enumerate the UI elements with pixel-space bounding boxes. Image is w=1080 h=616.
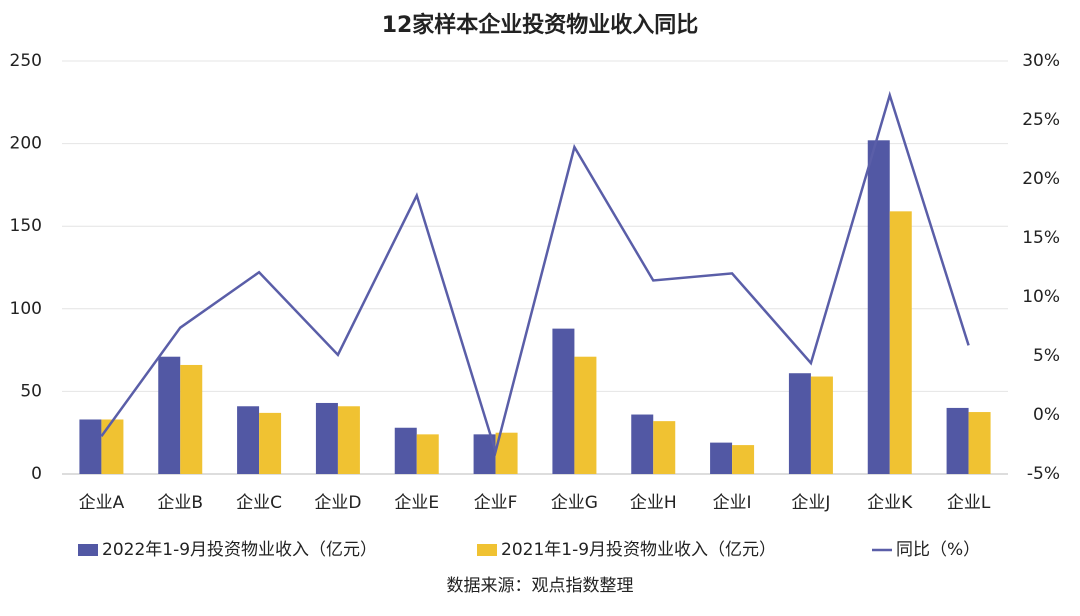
y2-tick-label: 20% bbox=[1022, 169, 1060, 189]
x-tick-label: 企业D bbox=[314, 493, 361, 513]
legend-label: 同比（%） bbox=[896, 540, 980, 560]
bar bbox=[946, 407, 969, 474]
legend-swatch bbox=[477, 544, 497, 556]
x-tick-label: 企业G bbox=[551, 493, 598, 513]
bar bbox=[788, 373, 811, 474]
y2-tick-label: 10% bbox=[1022, 287, 1060, 307]
bar bbox=[889, 211, 912, 474]
y2-tick-label: 15% bbox=[1022, 228, 1060, 248]
bar bbox=[473, 434, 496, 474]
x-tick-label: 企业H bbox=[630, 493, 677, 513]
bar bbox=[259, 412, 282, 474]
y2-tick-label: 30% bbox=[1022, 51, 1060, 71]
bar bbox=[158, 356, 181, 474]
bar bbox=[810, 376, 833, 474]
x-tick-label: 企业L bbox=[947, 493, 991, 513]
x-tick-label: 企业E bbox=[394, 493, 439, 513]
line-series bbox=[100, 90, 970, 457]
x-tick-label: 企业B bbox=[157, 493, 203, 513]
legend-swatch bbox=[78, 544, 98, 556]
bar bbox=[968, 412, 991, 474]
y-tick-label: 0 bbox=[31, 464, 42, 484]
x-tick-label: 企业C bbox=[236, 493, 282, 513]
bar bbox=[237, 406, 260, 474]
chart-title: 12家样本企业投资物业收入同比 bbox=[382, 12, 699, 38]
y-tick-label: 250 bbox=[10, 51, 42, 71]
legend-label: 2022年1-9月投资物业收入（亿元） bbox=[102, 540, 377, 560]
x-tick-label: 企业J bbox=[791, 493, 830, 513]
bar bbox=[867, 140, 890, 474]
bar bbox=[315, 402, 338, 474]
bar bbox=[495, 432, 518, 474]
x-tick-label: 企业F bbox=[474, 493, 518, 513]
bar bbox=[710, 442, 733, 474]
y2-tick-label: 0% bbox=[1033, 405, 1060, 425]
y-tick-label: 50 bbox=[20, 381, 42, 401]
bar bbox=[631, 414, 654, 474]
x-tick-label: 企业A bbox=[79, 493, 125, 513]
x-tick-label: 企业I bbox=[713, 493, 752, 513]
bar bbox=[180, 364, 203, 474]
legend-label: 2021年1-9月投资物业收入（亿元） bbox=[501, 540, 776, 560]
bar bbox=[337, 406, 360, 474]
bar bbox=[732, 445, 755, 474]
y-tick-label: 100 bbox=[10, 299, 42, 319]
y2-tick-label: 25% bbox=[1022, 110, 1060, 130]
y2-tick-label: 5% bbox=[1033, 346, 1060, 366]
bar bbox=[101, 419, 124, 474]
x-tick-label: 企业K bbox=[867, 493, 913, 513]
y2-tick-label: -5% bbox=[1027, 464, 1060, 484]
bar bbox=[79, 419, 102, 474]
bar bbox=[416, 434, 439, 474]
bar bbox=[552, 328, 575, 474]
bar bbox=[394, 427, 417, 474]
y-tick-label: 200 bbox=[10, 134, 42, 154]
source-note: 数据来源：观点指数整理 bbox=[447, 576, 634, 596]
bar bbox=[653, 421, 676, 474]
bar bbox=[574, 356, 597, 474]
y-tick-label: 150 bbox=[10, 216, 42, 236]
